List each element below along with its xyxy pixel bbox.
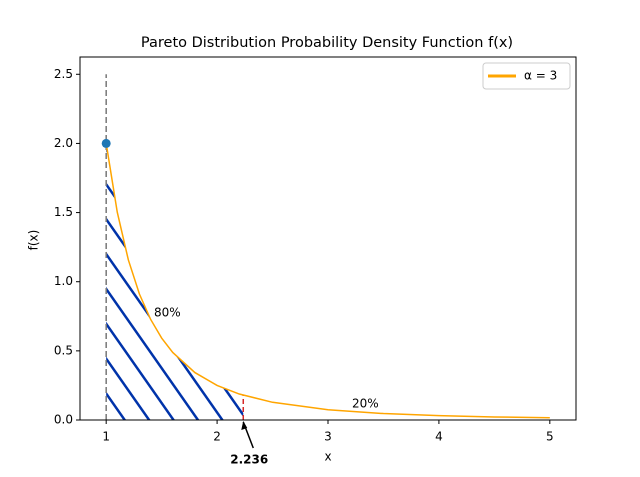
x-tick-label: 5: [546, 430, 554, 444]
x-tick-label: 3: [324, 430, 332, 444]
annotation: 80%: [154, 306, 181, 320]
y-axis-label: f(x): [27, 230, 41, 251]
y-tick-label: 2.5: [54, 67, 73, 81]
y-tick-label: 1.5: [54, 205, 73, 219]
annotation: 20%: [352, 397, 379, 411]
y-tick-label: 0.0: [54, 413, 73, 427]
point: [101, 138, 111, 148]
x-axis-label: x: [324, 450, 331, 464]
shaded-area: [106, 143, 244, 420]
x-tick-label: 1: [102, 430, 110, 444]
annotation: 2.236: [230, 453, 268, 467]
legend-label: α = 3: [524, 69, 557, 83]
chart-title: Pareto Distribution Probability Density …: [141, 35, 513, 51]
annotation-arrowhead: [241, 421, 248, 430]
y-tick-label: 1.0: [54, 274, 73, 288]
legend-box: [482, 62, 571, 90]
y-tick-label: 0.5: [54, 343, 73, 357]
x-tick-label: 2: [213, 430, 221, 444]
y-tick-label: 2.0: [54, 136, 73, 150]
x-tick-label: 4: [435, 430, 443, 444]
line: [105, 143, 550, 419]
